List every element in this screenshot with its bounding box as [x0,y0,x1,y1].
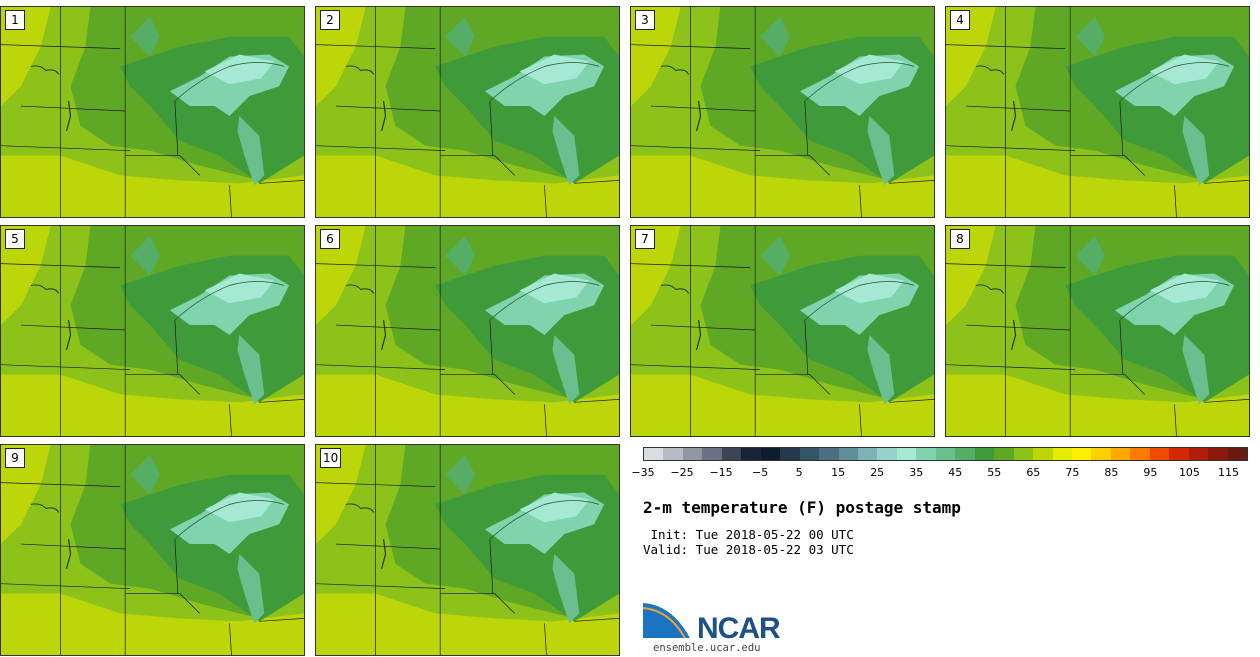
colorbar-tick-label: 105 [1178,466,1200,479]
colorbar-segment [974,448,995,460]
colorbar-segment [935,448,956,460]
colorbar-segment [1130,448,1150,460]
ncar-logo-text: NCAR [697,612,781,645]
colorbar-segment [1149,448,1170,460]
colorbar-tick-label: −35 [631,466,655,479]
colorbar-segment [721,448,742,460]
colorbar-segment [702,448,722,460]
member-panel: 6 [315,225,620,437]
member-panel: 5 [0,225,305,437]
colorbar-segment [857,448,878,460]
ncar-logo-icon [643,601,692,639]
temperature-map [1,445,304,655]
colorbar-segment [663,448,683,460]
colorbar-tick-label: 85 [1104,466,1119,479]
colorbar-tick-label: 115 [1217,466,1239,479]
colorbar-segment [916,448,936,460]
colorbar-tick-label: −15 [709,466,733,479]
colorbar-tick-label: 75 [1065,466,1080,479]
member-number: 8 [950,229,970,249]
colorbar-tick-label: 35 [909,466,924,479]
colorbar-tick-label: 45 [948,466,963,479]
member-panel: 2 [315,6,620,218]
member-number: 9 [5,448,25,468]
temperature-map [946,226,1249,436]
member-panel: 3 [630,6,935,218]
member-number: 4 [950,10,970,30]
colorbar-segment [644,448,664,460]
colorbar-tick-label: 25 [870,466,885,479]
colorbar-segment [1169,448,1189,460]
colorbar-tick-label: 65 [1026,466,1041,479]
member-panel: 4 [945,6,1250,218]
member-panel: 1 [0,6,305,218]
colorbar-tick-label: −25 [670,466,694,479]
colorbar-segment [1052,448,1072,460]
valid-time: Valid: Tue 2018-05-22 03 UTC [643,542,854,557]
colorbar-segment [741,448,761,460]
member-number: 10 [320,448,342,468]
colorbar-segment [1013,448,1034,460]
colorbar-segment [1110,448,1131,460]
init-time: Init: Tue 2018-05-22 00 UTC [643,527,854,542]
colorbar-segment [1227,448,1248,460]
temperature-map [316,7,619,217]
member-number: 2 [320,10,340,30]
member-number: 1 [5,10,25,30]
temperature-map [316,445,619,655]
colorbar-segment [799,448,820,460]
temperature-map [316,226,619,436]
product-title: 2-m temperature (F) postage stamp [643,498,961,517]
colorbar-segment [682,448,703,460]
colorbar-segment [1091,448,1111,460]
temperature-map [1,7,304,217]
colorbar-segment [819,448,839,460]
member-number: 5 [5,229,25,249]
colorbar-tick-labels: −35 −25 −15 −5 5 15 25 35 45 55 65 75 85 95 105 115 [631,466,1248,480]
colorbar-segment [955,448,975,460]
member-number: 3 [635,10,655,30]
colorbar-segment [1071,448,1092,460]
colorbar-segment [1033,448,1053,460]
ensemble-url: ensemble.ucar.edu [653,642,761,654]
colorbar-tick-label: −5 [751,466,769,479]
temperature-map [631,226,934,436]
colorbar-tick-label: 15 [831,466,846,479]
member-panel: 8 [945,225,1250,437]
colorbar-segment [760,448,781,460]
colorbar-segment [1188,448,1209,460]
member-panel: 7 [630,225,935,437]
colorbar-segment [877,448,897,460]
temperature-map [631,7,934,217]
member-number: 6 [320,229,340,249]
colorbar-segment [838,448,858,460]
member-panel: 9 [0,444,305,656]
member-panel: 10 [315,444,620,656]
colorbar-segment [994,448,1014,460]
colorbar-tick-label: 55 [987,466,1002,479]
member-number: 7 [635,229,655,249]
colorbar-segment [780,448,800,460]
colorbar-tick-label: 95 [1143,466,1158,479]
temperature-map [1,226,304,436]
temperature-colorbar [643,447,1248,461]
temperature-map [946,7,1249,217]
colorbar-segment [1208,448,1228,460]
colorbar-segment [896,448,917,460]
colorbar-tick-label: 5 [795,466,803,479]
